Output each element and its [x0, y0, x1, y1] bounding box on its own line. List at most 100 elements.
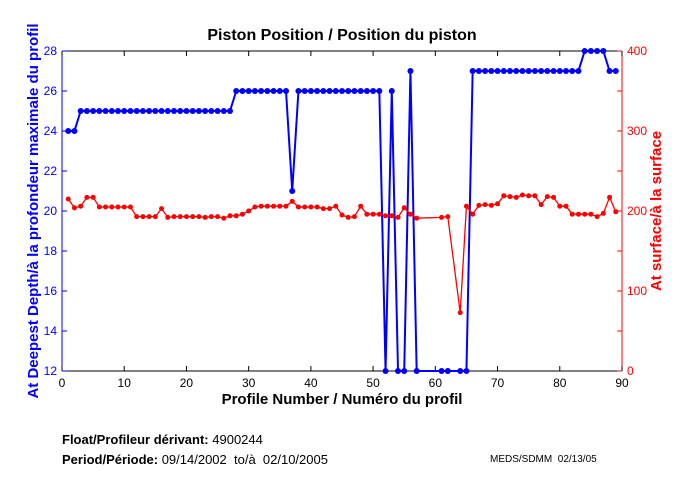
data-point-surface [96, 204, 102, 210]
data-point-surface [607, 194, 613, 200]
y2-tick-label: 200 [627, 204, 647, 218]
data-point-surface [389, 213, 395, 219]
data-point-deepest [65, 128, 72, 134]
y-tick-label: 20 [44, 204, 58, 218]
data-point-surface [600, 210, 606, 216]
period-info: Period/Période: 09/14/2002 to/à 02/10/20… [62, 452, 328, 467]
data-point-deepest [233, 88, 240, 94]
x-tick-label: 60 [429, 376, 443, 390]
data-point-deepest [171, 108, 177, 114]
data-point-deepest [158, 108, 165, 114]
data-point-deepest [258, 88, 265, 94]
data-point-deepest [463, 368, 470, 374]
data-point-surface [532, 193, 538, 199]
data-point-surface [227, 213, 233, 219]
period-value: 09/14/2002 to/à 02/10/2005 [161, 452, 328, 467]
data-point-surface [513, 194, 519, 200]
data-point-surface [551, 194, 557, 200]
data-point-surface [308, 204, 314, 210]
data-point-surface [345, 214, 351, 220]
data-point-surface [84, 194, 90, 200]
data-point-deepest [314, 88, 321, 94]
data-point-deepest [251, 88, 258, 94]
data-point-surface [445, 214, 451, 220]
data-point-deepest [283, 88, 289, 94]
y2-tick-label: 300 [627, 124, 647, 138]
data-point-surface [407, 211, 413, 217]
data-point-deepest [164, 108, 171, 114]
data-point-deepest [195, 108, 202, 114]
data-point-surface [277, 203, 283, 209]
data-point-deepest [146, 108, 153, 114]
data-point-surface [495, 201, 501, 207]
data-point-deepest [376, 88, 383, 94]
data-point-surface [252, 204, 258, 210]
data-point-deepest [270, 88, 277, 94]
data-point-deepest [457, 368, 464, 374]
data-point-deepest [108, 108, 115, 114]
data-point-deepest [594, 48, 601, 54]
data-point-deepest [600, 48, 607, 54]
data-point-surface [463, 203, 469, 209]
data-point-deepest [525, 68, 532, 74]
data-point-deepest [96, 108, 103, 114]
data-point-surface [183, 214, 189, 220]
data-point-surface [526, 193, 532, 199]
x-tick-label: 10 [118, 376, 132, 390]
data-point-surface [351, 214, 357, 220]
data-point-deepest [264, 88, 271, 94]
data-point-surface [457, 310, 463, 316]
data-point-surface [333, 203, 339, 209]
y-tick-label: 18 [44, 244, 58, 258]
y2-axis-label: At surface/à la surface [648, 131, 665, 291]
data-point-surface [190, 214, 196, 220]
data-point-surface [258, 203, 264, 209]
y-tick-label: 14 [44, 324, 58, 338]
data-point-deepest [214, 108, 221, 114]
data-point-surface [594, 214, 600, 220]
data-point-surface [233, 213, 239, 219]
data-point-deepest [289, 188, 296, 194]
data-point-deepest [83, 108, 90, 114]
data-point-surface [613, 209, 619, 215]
y-tick-label: 16 [44, 284, 58, 298]
data-point-deepest [202, 108, 209, 114]
x-tick-label: 40 [304, 376, 318, 390]
data-point-surface [569, 211, 575, 217]
data-point-surface [140, 214, 146, 220]
data-point-deepest [320, 88, 327, 94]
data-point-deepest [133, 108, 140, 114]
data-point-deepest [332, 88, 339, 94]
y-tick-label: 12 [44, 364, 58, 378]
data-point-surface [109, 204, 115, 210]
data-point-surface [134, 214, 140, 220]
data-point-surface [314, 204, 320, 210]
data-point-surface [246, 208, 252, 214]
data-point-deepest [556, 68, 563, 74]
x-axis-label: Profile Number / Numéro du profil [222, 391, 463, 408]
data-point-deepest [208, 108, 215, 114]
y-tick-label: 24 [44, 124, 58, 138]
float-id: 4900244 [212, 432, 263, 447]
data-point-deepest [139, 108, 146, 114]
data-point-deepest [581, 48, 588, 54]
data-point-deepest [612, 68, 619, 74]
chart-title: Piston Position / Position du piston [207, 27, 476, 44]
data-point-deepest [295, 88, 302, 94]
data-point-surface [78, 203, 84, 209]
data-point-deepest [500, 68, 507, 74]
data-point-deepest [531, 68, 538, 74]
data-point-deepest [494, 68, 501, 74]
data-point-deepest [90, 108, 97, 114]
data-point-deepest [538, 68, 545, 74]
data-point-surface [177, 214, 183, 220]
data-point-deepest [513, 68, 520, 74]
data-point-deepest [127, 108, 134, 114]
data-point-deepest [370, 88, 377, 94]
data-point-surface [476, 202, 482, 208]
data-point-surface [121, 204, 127, 210]
x-tick-label: 80 [553, 376, 567, 390]
data-point-deepest [444, 368, 451, 374]
